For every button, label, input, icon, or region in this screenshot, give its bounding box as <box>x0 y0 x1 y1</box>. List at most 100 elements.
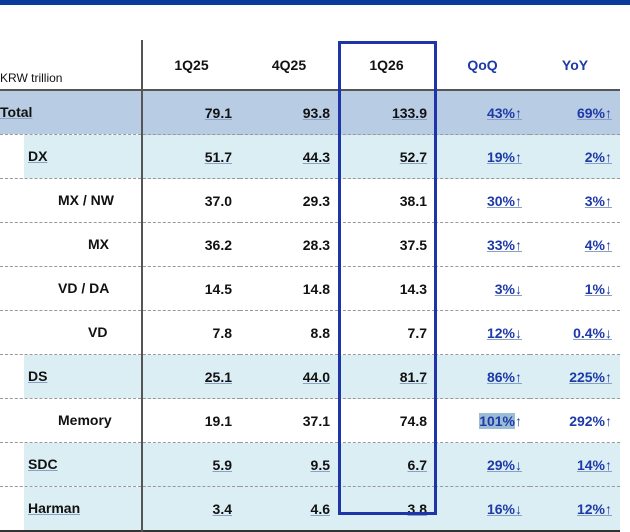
value: 81.7 <box>399 368 427 385</box>
qoq-cell: 101%↑ <box>435 399 530 443</box>
col-yoy: YoY <box>561 56 589 73</box>
value-cell: 14.5 <box>142 267 240 311</box>
value: 14.8 <box>302 280 330 297</box>
row-label-cell: DS <box>0 354 143 399</box>
row-label-cell: MX <box>0 222 143 267</box>
table-row: Total 79.1 93.8 133.9 43%↑ 69%↑ <box>0 90 620 135</box>
qoq-cell: 30%↑ <box>435 179 530 223</box>
row-label-cell: Memory <box>0 398 143 443</box>
col-4q25: 4Q25 <box>271 56 307 73</box>
qoq-cell: 86%↑ <box>435 354 530 399</box>
value-cell: 37.1 <box>240 399 338 443</box>
value: 37.5 <box>399 236 427 253</box>
value-cell: 37.0 <box>142 179 240 223</box>
value-cell: 6.7 <box>338 442 435 487</box>
value-cell: 4.6 <box>240 486 338 531</box>
row-label: Harman <box>28 500 81 516</box>
value-cell: 3.8 <box>338 486 435 531</box>
yoy-value: 2%↑ <box>584 148 612 165</box>
value-cell: 74.8 <box>338 399 435 443</box>
unit-label: KRW trillion <box>0 40 143 90</box>
yoy-value: 1%↓ <box>584 280 612 297</box>
row-label-cell: Total <box>0 90 143 135</box>
col-qoq: QoQ <box>467 56 498 73</box>
yoy-value: 292%↑ <box>569 412 612 429</box>
value-cell: 36.2 <box>142 223 240 267</box>
row-label-cell: VD / DA <box>0 266 143 311</box>
table-row: MX / NW 37.0 29.3 38.1 30%↑ 3%↑ <box>0 178 620 223</box>
value: 7.8 <box>212 324 232 341</box>
yoy-value: 69%↑ <box>576 104 612 121</box>
value-cell: 9.5 <box>240 442 338 487</box>
row-label: DS <box>28 368 48 384</box>
qoq-cell: 29%↓ <box>435 442 530 487</box>
row-label-cell: MX / NW <box>0 178 143 223</box>
yoy-cell: 3%↑ <box>530 179 620 223</box>
value-cell: 44.0 <box>240 354 338 399</box>
qoq-value: 30%↑ <box>486 192 522 209</box>
yoy-value: 4%↑ <box>584 236 612 253</box>
row-label: Memory <box>58 412 112 428</box>
value: 7.7 <box>407 324 427 341</box>
table-row: SDC 5.9 9.5 6.7 29%↓ 14%↑ <box>0 442 620 487</box>
row-label: MX <box>88 236 109 252</box>
value: 6.7 <box>407 456 427 473</box>
value: 3.4 <box>212 500 232 517</box>
row-label-cell: Harman <box>0 486 143 531</box>
yoy-cell: 0.4%↓ <box>530 311 620 355</box>
value-cell: 93.8 <box>240 90 338 135</box>
value-cell: 79.1 <box>142 90 240 135</box>
value-cell: 81.7 <box>338 354 435 399</box>
table-row: VD 7.8 8.8 7.7 12%↓ 0.4%↓ <box>0 310 620 355</box>
value-cell: 19.1 <box>142 399 240 443</box>
table-row: Harman 3.4 4.6 3.8 16%↓ 12%↑ <box>0 486 620 531</box>
row-label: VD <box>88 324 108 340</box>
value: 8.8 <box>310 324 330 341</box>
yoy-value: 14%↑ <box>576 456 612 473</box>
qoq-value: 12%↓ <box>486 324 522 341</box>
value: 79.1 <box>204 104 232 121</box>
qoq-value: 43%↑ <box>486 104 522 121</box>
yoy-cell: 69%↑ <box>530 90 620 135</box>
table-row: MX 36.2 28.3 37.5 33%↑ 4%↑ <box>0 222 620 267</box>
yoy-value: 3%↑ <box>584 192 612 209</box>
highlight-1q26-box <box>338 41 437 515</box>
value: 93.8 <box>302 104 330 121</box>
qoq-cell: 43%↑ <box>435 90 530 135</box>
row-label-cell: DX <box>0 134 143 179</box>
qoq-cell: 16%↓ <box>435 486 530 531</box>
yoy-cell: 225%↑ <box>530 354 620 399</box>
qoq-arrow: ↑ <box>515 412 522 429</box>
yoy-cell: 14%↑ <box>530 442 620 487</box>
qoq-value: 19%↑ <box>486 148 522 165</box>
value-cell: 133.9 <box>338 90 435 135</box>
col-1q25: 1Q25 <box>174 56 209 73</box>
value-cell: 25.1 <box>142 354 240 399</box>
value-cell: 44.3 <box>240 134 338 179</box>
qoq-selected[interactable]: 101% <box>479 412 515 429</box>
value-cell: 51.7 <box>142 134 240 179</box>
value-cell: 3.4 <box>142 486 240 531</box>
row-label: MX / NW <box>58 192 114 208</box>
qoq-value: 33%↑ <box>486 236 522 253</box>
row-label: DX <box>28 148 48 164</box>
value: 51.7 <box>204 148 232 165</box>
value: 37.1 <box>302 412 330 429</box>
value: 44.3 <box>302 148 330 165</box>
value-cell: 14.3 <box>338 267 435 311</box>
value-cell: 5.9 <box>142 442 240 487</box>
value: 19.1 <box>204 412 232 429</box>
value: 37.0 <box>204 192 232 209</box>
qoq-value: 29%↓ <box>486 456 522 473</box>
qoq-cell: 33%↑ <box>435 223 530 267</box>
revenue-table: KRW trillion 1Q25 4Q25 1Q26 QoQ YoY Tota… <box>0 40 620 532</box>
table-row: Memory 19.1 37.1 74.8 101%↑ 292%↑ <box>0 398 620 443</box>
value: 29.3 <box>302 192 330 209</box>
value-cell: 28.3 <box>240 223 338 267</box>
value: 14.3 <box>399 280 427 297</box>
value: 28.3 <box>302 236 330 253</box>
yoy-cell: 1%↓ <box>530 267 620 311</box>
value: 44.0 <box>302 368 330 385</box>
table-row: DX 51.7 44.3 52.7 19%↑ 2%↑ <box>0 134 620 179</box>
value: 9.5 <box>310 456 330 473</box>
